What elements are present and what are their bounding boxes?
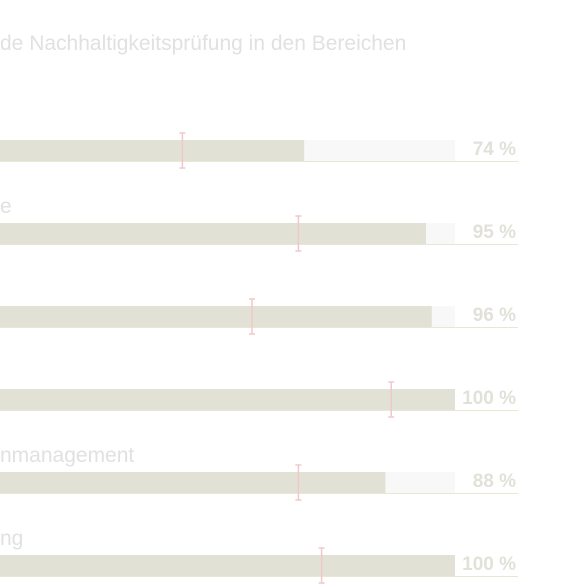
- bar-row: nmanagement 88 %: [0, 444, 518, 501]
- bar-row: e 95 %: [0, 195, 518, 252]
- value-label: 96 %: [473, 305, 516, 326]
- bar-row: ng 100 %: [0, 527, 518, 584]
- comparison-marker: [295, 215, 302, 252]
- value-label: 100 %: [462, 554, 516, 575]
- comparison-marker: [249, 298, 255, 335]
- bar: [0, 555, 455, 576]
- bar-label: nmanagement: [0, 444, 134, 467]
- bar-row: 96 %: [0, 298, 518, 335]
- bar: [0, 306, 432, 327]
- chart-rows: 74 % e 95 % 96 % 100 % nmanagement 88 % ng 100 %: [0, 132, 518, 584]
- value-label: 88 %: [473, 471, 516, 492]
- value-label: 74 %: [473, 139, 516, 160]
- bar-label: e: [0, 195, 12, 218]
- bar: [0, 140, 305, 161]
- comparison-marker: [295, 464, 302, 501]
- value-label: 95 %: [473, 222, 516, 243]
- bar: [0, 223, 426, 244]
- bar: [0, 472, 386, 493]
- bar-row: 74 %: [0, 132, 518, 169]
- chart-title: de Nachhaltigkeitsprüfung in den Bereich…: [0, 32, 406, 55]
- bar-row: 100 %: [0, 381, 518, 418]
- comparison-marker: [179, 132, 186, 169]
- value-label: 100 %: [462, 388, 516, 409]
- comparison-marker: [318, 547, 325, 584]
- comparison-marker: [388, 381, 395, 418]
- bar-label: ng: [0, 527, 23, 550]
- bar: [0, 389, 455, 410]
